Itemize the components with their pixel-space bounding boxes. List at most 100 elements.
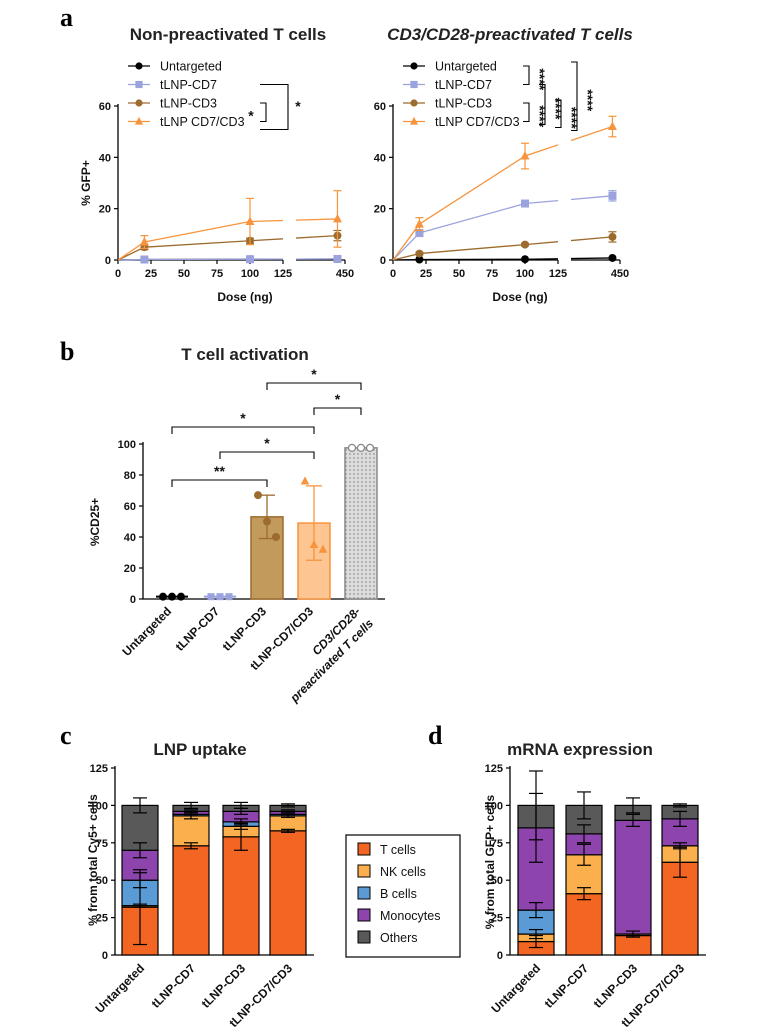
chart-c-ytick-4: 100 xyxy=(90,800,108,812)
chart-a2-ytick-0: 0 xyxy=(380,255,386,267)
chart-a2-line-2 xyxy=(392,252,420,261)
chart-a2-sig-bracket xyxy=(523,102,530,123)
chart-a2-xtick-5: 125 xyxy=(549,268,567,280)
chart-b-point-2 xyxy=(272,533,280,541)
chart-a1-point-1 xyxy=(333,254,342,263)
chart-a1-point-3 xyxy=(332,213,342,223)
legend-cd-label-0: T cells xyxy=(380,843,416,857)
chart-a1-legend-label-2: tLNP-CD3 xyxy=(160,97,217,111)
chart-a1-xtick-0: 0 xyxy=(115,268,121,280)
chart-a2-sig-bracket xyxy=(555,99,562,129)
chart-a2-sig-2: **** xyxy=(548,98,564,120)
chart-b-sig-bracket xyxy=(171,479,268,487)
legend-cd-label-4: Others xyxy=(380,931,418,945)
chart-a2-point-0 xyxy=(415,255,424,264)
legend-cd-swatch-3 xyxy=(357,908,371,922)
legend-cd-label-2: B cells xyxy=(380,887,417,901)
chart-d-ytick-0: 0 xyxy=(497,950,503,962)
chart-a1-legend-marker-2 xyxy=(135,99,143,107)
chart-a2-sig-bracket xyxy=(571,61,578,132)
chart-a2-line-3 xyxy=(570,125,613,142)
chart-a2-sig-3: **** xyxy=(564,107,580,129)
chart-a1-ylabel: % GFP+ xyxy=(79,160,93,206)
chart-c-xtick-2: tLNP-CD3 xyxy=(199,961,249,1011)
chart-b-sig-2: * xyxy=(240,410,246,426)
panel-label-a: a xyxy=(60,3,73,32)
chart-d-ytick-2: 50 xyxy=(491,875,503,887)
chart-a1-legend-marker-0 xyxy=(135,62,143,70)
chart-b-ytick-3: 60 xyxy=(124,501,136,513)
chart-b-ytick-0: 0 xyxy=(130,594,136,606)
chart-a2-point-3 xyxy=(414,219,424,228)
chart-a1-xtick-4: 100 xyxy=(241,268,259,280)
chart-b-sig-1: * xyxy=(264,435,270,451)
chart-c-bar-2-0 xyxy=(222,836,260,956)
chart-d-bar-2-0 xyxy=(614,934,652,956)
chart-b-ytick-2: 40 xyxy=(124,532,136,544)
panel-label-d: d xyxy=(428,721,443,750)
chart-b-sig-bracket xyxy=(219,451,315,459)
chart-d-xtick-0: Untargeted xyxy=(488,961,543,1016)
chart-b-point-1 xyxy=(216,593,224,601)
chart-a2-xlabel: Dose (ng) xyxy=(492,290,547,304)
chart-a2-line-0 xyxy=(570,257,613,260)
chart-a2-sig-bracket xyxy=(523,65,530,86)
chart-a2-ytick-2: 40 xyxy=(374,152,386,164)
panel-label-b: b xyxy=(60,337,74,366)
chart-b-point-0 xyxy=(168,592,176,601)
chart-a1-xlabel: Dose (ng) xyxy=(217,290,272,304)
chart-b-point-2 xyxy=(263,517,271,526)
chart-a2-line-3 xyxy=(524,144,559,157)
chart-c-ytick-0: 0 xyxy=(102,950,108,962)
chart-b-xtick-0: Untargeted xyxy=(119,604,174,659)
chart-a1-sig-bracket xyxy=(260,83,289,131)
chart-a1-legend-label-3: tLNP CD7/CD3 xyxy=(160,115,245,129)
legend-cd-label-3: Monocytes xyxy=(380,909,440,923)
chart-a2-sig-4: **** xyxy=(580,89,596,111)
chart-b-sig-bracket xyxy=(266,382,362,390)
chart-a2-line-2 xyxy=(524,241,559,246)
chart-b-sig-4: * xyxy=(311,366,317,382)
chart-b-xtick-1: tLNP-CD7 xyxy=(173,604,223,654)
chart-c-bar-1-1 xyxy=(172,815,210,847)
chart-a1-xtick-2: 50 xyxy=(178,268,190,280)
chart-d-xtick-1: tLNP-CD7 xyxy=(542,961,592,1011)
chart-a2-sig-bracket xyxy=(539,83,546,126)
chart-a1-xtick-6: 450 xyxy=(336,268,354,280)
chart-a1-line-2 xyxy=(117,246,145,261)
chart-a2-sig-1: **** xyxy=(532,105,548,127)
chart-b-sig-bracket xyxy=(313,407,362,415)
legend-cd-swatch-4 xyxy=(357,930,371,944)
legend-cd-label-1: NK cells xyxy=(380,865,426,879)
chart-a2-xtick-2: 50 xyxy=(453,268,465,280)
chart-d-ylabel: % from total GFP+ cells xyxy=(483,794,497,929)
legend-cd-swatch-1 xyxy=(357,864,371,878)
chart-b-ytick-1: 20 xyxy=(124,563,136,575)
chart-a1-line-3 xyxy=(144,220,251,243)
panel-label-c: c xyxy=(60,721,72,750)
chart-a1-line-3 xyxy=(249,219,284,223)
chart-a2-legend-label-3: tLNP CD7/CD3 xyxy=(435,115,520,129)
chart-a2-xtick-0: 0 xyxy=(390,268,396,280)
chart-b-sig-0: ** xyxy=(214,463,225,479)
chart-b-sig-bracket xyxy=(171,426,315,434)
chart-a1-legend-marker-1 xyxy=(135,80,143,89)
chart-c-ytick-5: 125 xyxy=(90,763,108,775)
chart-a2-point-1 xyxy=(608,191,617,200)
chart-a1-line-2 xyxy=(249,238,284,242)
chart-a2-legend-marker-2 xyxy=(410,99,418,107)
chart-a2-title: CD3/CD28-preactivated T cells xyxy=(387,25,633,44)
chart-d-ytick-3: 75 xyxy=(491,838,503,850)
chart-a2-line-1 xyxy=(392,232,420,261)
chart-a1-ytick-1: 20 xyxy=(99,204,111,216)
chart-a2-legend-marker-1 xyxy=(410,80,418,89)
chart-d-bar-2-3 xyxy=(614,819,652,935)
chart-d-title: mRNA expression xyxy=(507,740,653,759)
chart-c-ylabel: % from total Cy5+ cells xyxy=(86,794,100,926)
chart-a1-line-1 xyxy=(117,258,145,261)
chart-a1-line-3 xyxy=(117,241,145,261)
chart-a1-point-3 xyxy=(139,237,149,246)
chart-a2-xtick-1: 25 xyxy=(420,268,432,280)
